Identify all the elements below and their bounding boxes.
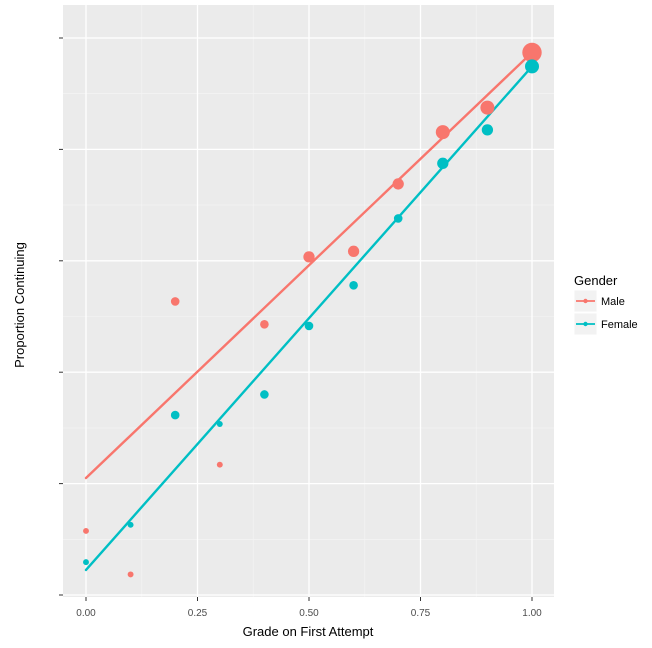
point-male (522, 42, 542, 63)
point-female (481, 124, 494, 136)
point-male (260, 319, 269, 329)
point-male (83, 527, 89, 534)
point-female (525, 59, 539, 74)
points (83, 42, 542, 578)
point-female (393, 214, 403, 223)
fit-line-male (84, 51, 534, 480)
x-tick-label: 0.00 (76, 608, 96, 619)
point-male (303, 251, 315, 263)
legend-key-point (583, 298, 588, 304)
x-tick-label: 0.50 (299, 608, 319, 619)
point-male (480, 100, 495, 115)
x-tick-label: 1.00 (522, 608, 542, 619)
x-axis-ticks: 0.00 0.25 0.50 0.75 1.00 (76, 597, 542, 619)
point-male (216, 461, 223, 468)
point-male (435, 125, 450, 140)
fit-line-female (84, 65, 534, 572)
y-axis-ticks (59, 37, 63, 596)
fit-lines (84, 51, 534, 572)
point-female (349, 281, 358, 290)
y-axis-title: Proportion Continuing (12, 242, 27, 368)
grid-major (63, 5, 554, 597)
point-male (347, 245, 360, 257)
legend: Gender Male Female (573, 273, 638, 336)
legend-label-male: Male (601, 296, 625, 308)
x-tick-label: 0.75 (411, 608, 431, 619)
point-male (170, 297, 180, 306)
point-female (83, 559, 89, 566)
point-female (216, 421, 223, 427)
point-female (437, 157, 449, 169)
point-female (127, 521, 134, 528)
x-tick-label: 0.25 (188, 608, 208, 619)
legend-label-female: Female (601, 319, 638, 331)
x-axis-title: Grade on First Attempt (243, 624, 374, 639)
point-female (170, 410, 180, 420)
point-female (260, 390, 269, 399)
point-male (127, 571, 134, 578)
legend-title: Gender (574, 273, 618, 288)
legend-key-point (583, 321, 588, 327)
point-female (304, 321, 314, 331)
point-male (392, 178, 404, 190)
